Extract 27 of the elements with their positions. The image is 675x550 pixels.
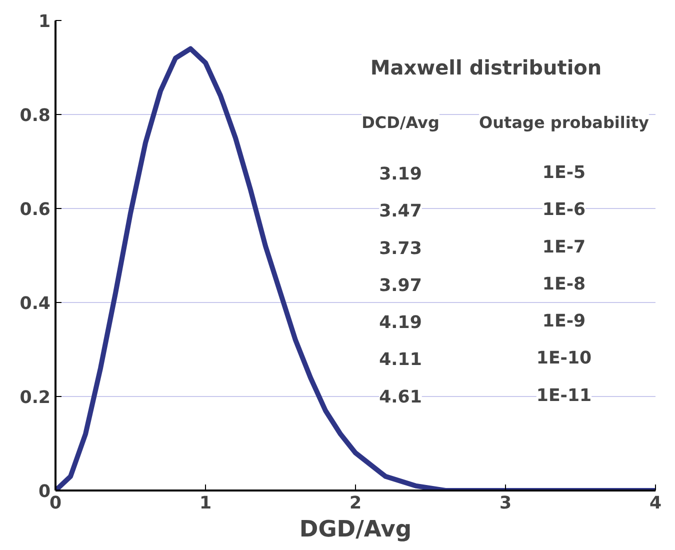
y-tick-label: 0.6 <box>20 200 51 220</box>
annotation: 1E-9 <box>542 312 586 332</box>
annotation: 1E-6 <box>542 200 586 220</box>
y-tick-label: 0.8 <box>20 106 51 126</box>
annotation: 4.19 <box>379 313 422 334</box>
annotation: 3.19 <box>379 164 422 185</box>
annotation: DCD/Avg <box>362 113 440 132</box>
annotation: Outage probability <box>479 113 650 132</box>
x-tick-label: 4 <box>649 494 662 514</box>
annotation: 4.11 <box>379 350 422 370</box>
annotation: 1E-8 <box>542 274 586 294</box>
annotation: 1E-5 <box>542 163 586 184</box>
annotation: 4.61 <box>379 387 422 408</box>
text: Maxwell distribution <box>370 55 602 80</box>
annotation: 3.47 <box>379 202 422 222</box>
x-tick-label: 3 <box>499 494 512 514</box>
y-tick-label: 0.4 <box>20 294 51 314</box>
annotation: 1E-11 <box>536 386 592 406</box>
x-tick-label: 1 <box>199 494 212 514</box>
annotation: 1E-7 <box>542 237 586 258</box>
annotation: 3.73 <box>379 238 422 259</box>
x-axis-title: DGD/Avg <box>299 516 412 542</box>
x-tick-label: 2 <box>349 494 362 514</box>
annotation: 3.97 <box>379 276 422 296</box>
annotation: 1E-10 <box>536 348 592 369</box>
y-tick-label: 0.2 <box>20 388 51 408</box>
y-tick-label: 1 <box>38 12 51 32</box>
